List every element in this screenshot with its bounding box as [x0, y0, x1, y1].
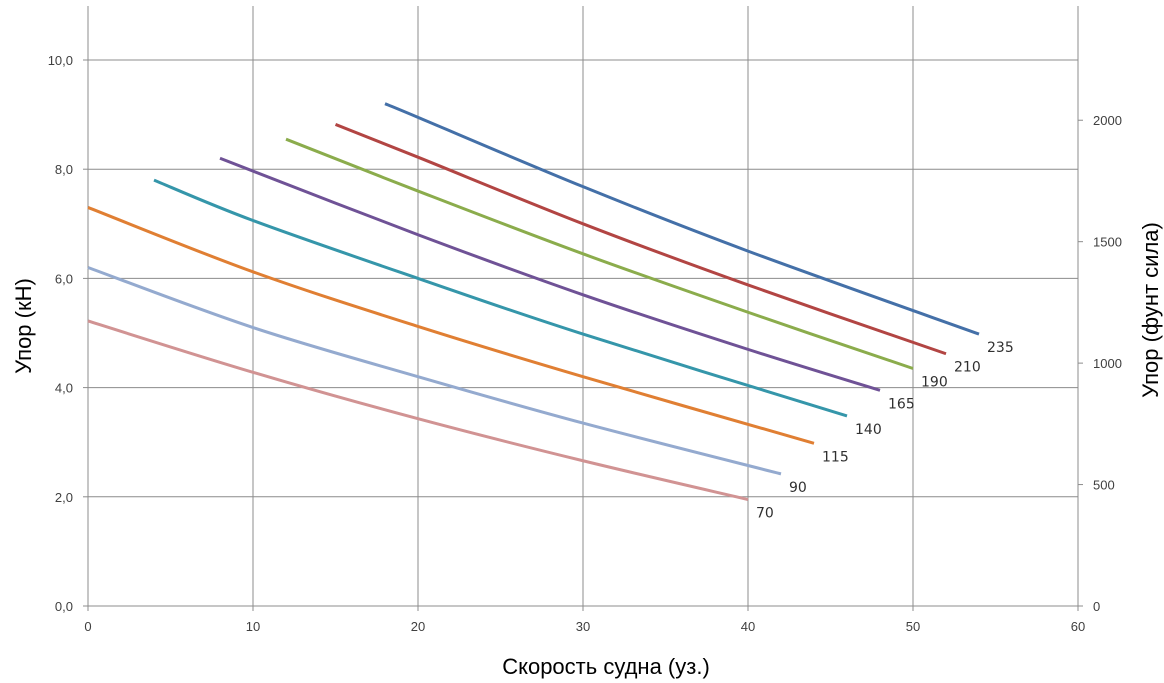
y2-axis-title: Упор (фунт сила)	[1138, 222, 1163, 398]
x-tick-label: 60	[1071, 619, 1085, 634]
series-line-90	[87, 266, 782, 476]
series-label-165: 165	[888, 396, 915, 412]
series-line-70	[87, 319, 749, 501]
y-axis-title: Упор (кН)	[11, 278, 36, 374]
y-tick-label: 0,0	[55, 599, 73, 614]
series-labels: 70 90 115 140 165 190 210 235	[756, 340, 1014, 521]
x-axis-title: Скорость судна (уз.)	[502, 654, 710, 679]
y-tick-label: 8,0	[55, 162, 73, 177]
series-lines	[87, 102, 980, 501]
x-tick-label: 40	[741, 619, 755, 634]
x-tick-label: 20	[411, 619, 425, 634]
series-label-70: 70	[756, 506, 774, 522]
y-tick-label: 4,0	[55, 381, 73, 396]
y2-tick-label: 1500	[1093, 235, 1122, 250]
y-tick-label: 6,0	[55, 271, 73, 286]
series-line-165	[219, 156, 881, 392]
x-tick-label: 10	[246, 619, 260, 634]
series-line-140	[153, 178, 848, 418]
y-tick-label: 2,0	[55, 490, 73, 505]
series-line-235	[384, 102, 980, 336]
series-line-210	[334, 123, 947, 356]
series-label-235: 235	[987, 340, 1014, 356]
y2-tick-label: 0	[1093, 599, 1100, 614]
x-tick-label: 0	[84, 619, 91, 634]
y-tick-label: 10,0	[48, 53, 73, 68]
series-line-115	[87, 206, 815, 445]
gridlines	[83, 6, 1083, 611]
x-tick-label: 30	[576, 619, 590, 634]
series-label-140: 140	[855, 422, 882, 438]
y2-tick-label: 1000	[1093, 356, 1122, 371]
y2-tick-label: 500	[1093, 478, 1115, 493]
tick-labels: 0 10 20 30 40 50 60 0,0 2,0 4,0 6,0 8,0 10,0 0 500 1000…	[48, 53, 1122, 634]
x-tick-label: 50	[906, 619, 920, 634]
series-label-190: 190	[921, 374, 948, 390]
series-line-190	[285, 137, 914, 370]
series-label-90: 90	[789, 480, 807, 496]
y2-tick-label: 2000	[1093, 113, 1122, 128]
series-label-210: 210	[954, 360, 981, 376]
series-label-115: 115	[822, 449, 849, 465]
